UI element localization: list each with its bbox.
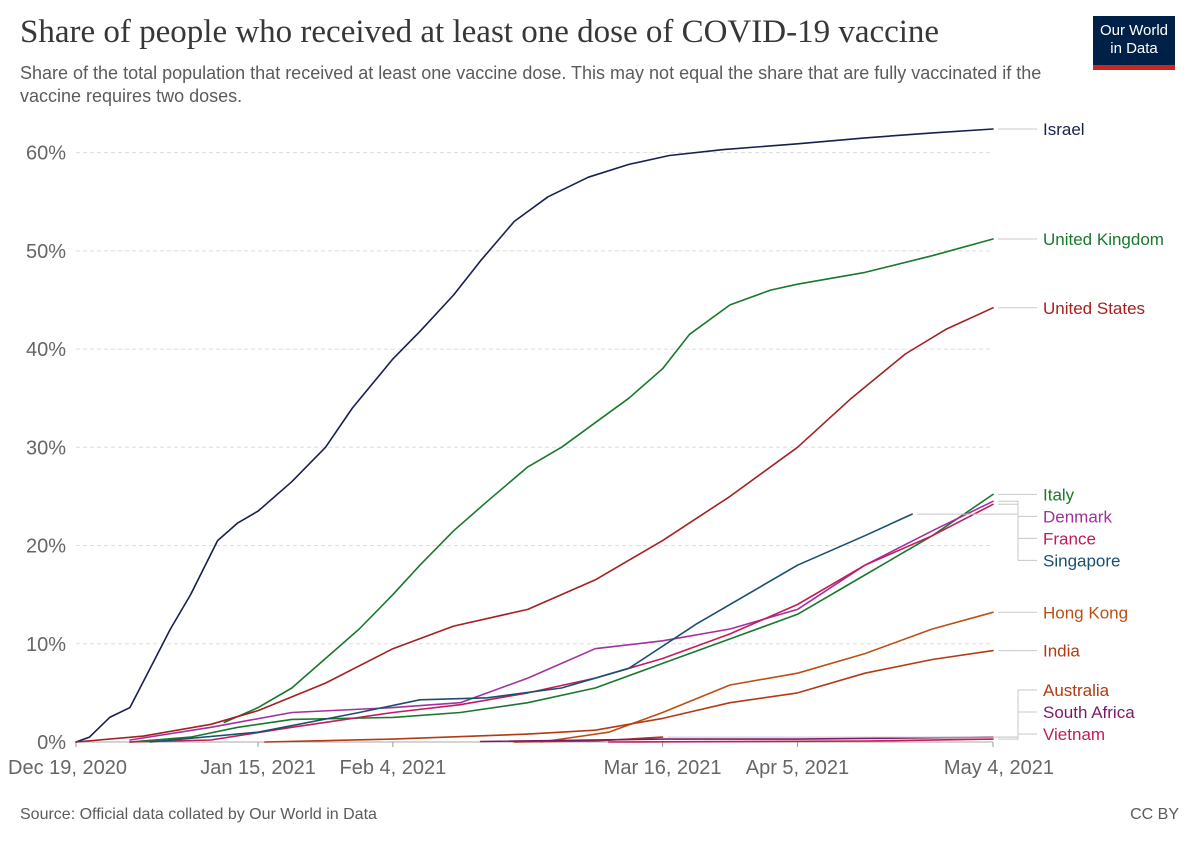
source-note: Source: Official data collated by Our Wo… <box>20 806 377 823</box>
series-label-denmark: Denmark <box>1043 507 1112 526</box>
series-label-hong-kong: Hong Kong <box>1043 603 1128 622</box>
series-lines <box>75 128 994 743</box>
series-label-australia: Australia <box>1043 681 1110 700</box>
x-tick-label: May 4, 2021 <box>944 757 1054 779</box>
chart-subtitle: Share of the total population that recei… <box>20 63 1042 106</box>
logo-line-1: Our World <box>1099 22 1169 39</box>
label-connectors <box>667 128 1037 740</box>
x-tick-label: Feb 4, 2021 <box>340 757 447 779</box>
y-tick-label: 20% <box>26 536 66 558</box>
series-label-singapore: Singapore <box>1043 551 1121 570</box>
x-tick-label: Jan 15, 2021 <box>200 757 316 779</box>
series-label-south-africa: South Africa <box>1043 703 1135 722</box>
series-label-india: India <box>1043 642 1080 661</box>
label-connector <box>917 513 1037 561</box>
y-tick-label: 60% <box>26 143 66 165</box>
logo-accent-bar <box>1093 65 1175 70</box>
series-line-south-africa <box>479 736 994 743</box>
label-connector <box>998 711 1037 738</box>
series-label-united-states: United States <box>1043 299 1145 318</box>
series-label-france: France <box>1043 529 1096 548</box>
owid-logo[interactable]: Our World in Data <box>1093 16 1175 70</box>
x-tick-label: Mar 16, 2021 <box>604 757 722 779</box>
x-axis-ticks: Dec 19, 2020 Jan 15, 2021 Feb 4, 2021 Mar 1… <box>8 742 1054 779</box>
x-tick-label: Apr 5, 2021 <box>746 757 849 779</box>
series-label-israel: Israel <box>1043 120 1085 139</box>
label-connector <box>998 733 1037 740</box>
y-tick-label: 40% <box>26 339 66 361</box>
series-line-india <box>264 649 994 743</box>
series-line-vietnam <box>607 738 994 743</box>
y-tick-label: 0% <box>37 732 66 754</box>
series-line-australia <box>513 736 664 743</box>
label-connector <box>667 689 1037 738</box>
y-tick-label: 50% <box>26 241 66 263</box>
series-line-singapore <box>149 513 913 743</box>
logo-line-2: in Data <box>1110 40 1158 57</box>
license-link[interactable]: CC BY <box>1130 806 1179 823</box>
grid-lines <box>76 152 993 743</box>
series-labels: Israel United Kingdom United States Italy De… <box>1043 120 1164 744</box>
series-line-united-states <box>75 307 994 743</box>
series-label-vietnam: Vietnam <box>1043 725 1105 744</box>
x-tick-label: Dec 19, 2020 <box>8 757 127 779</box>
series-label-italy: Italy <box>1043 485 1075 504</box>
y-tick-label: 30% <box>26 437 66 459</box>
series-line-israel <box>75 128 994 743</box>
series-line-hong-kong <box>540 611 994 743</box>
series-label-united-kingdom: United Kingdom <box>1043 230 1164 249</box>
y-tick-label: 10% <box>26 634 66 656</box>
series-line-united-kingdom <box>223 238 994 724</box>
y-axis-ticks: 0% 10% 20% 30% 40% 50% 60% <box>26 143 66 754</box>
series-line-italy <box>129 493 994 743</box>
chart-title: Share of people who received at least on… <box>20 14 940 50</box>
